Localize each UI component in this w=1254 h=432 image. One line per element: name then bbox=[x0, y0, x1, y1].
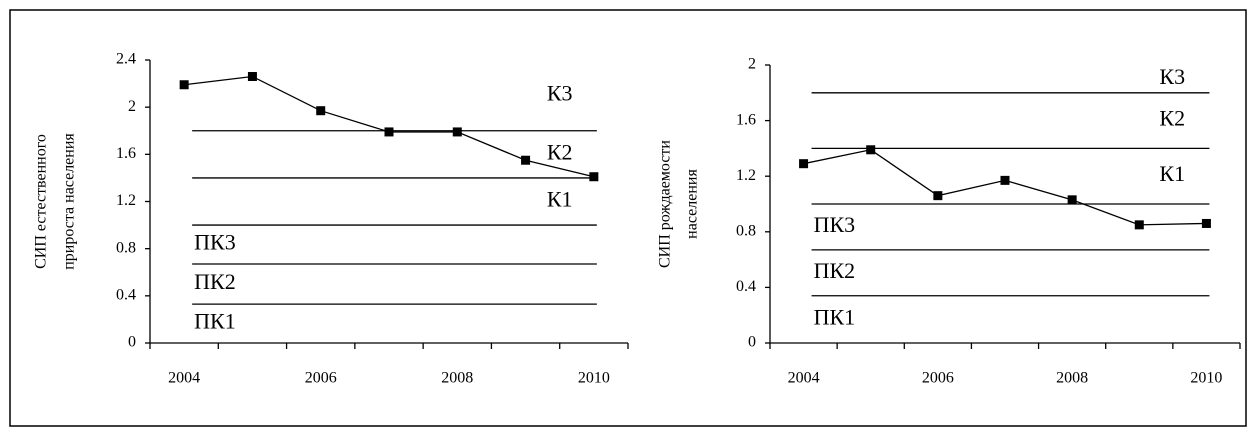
y-axis-label: прироста населения bbox=[61, 133, 78, 270]
data-point bbox=[384, 127, 394, 137]
y-tick-label: 0.8 bbox=[116, 239, 136, 256]
data-point bbox=[1067, 195, 1077, 205]
x-tick-label: 2008 bbox=[1056, 370, 1088, 387]
y-axis-label: населения bbox=[684, 169, 701, 239]
y-tick-label: 0.4 bbox=[736, 278, 756, 295]
y-tick-label: 2 bbox=[128, 98, 136, 115]
frame bbox=[9, 9, 1247, 427]
series-line bbox=[803, 149, 1207, 226]
zone-label: ПК2 bbox=[814, 258, 856, 283]
data-point bbox=[247, 72, 257, 82]
y-tick-label: 0 bbox=[128, 334, 136, 351]
y-tick-label: 0.8 bbox=[736, 222, 756, 239]
data-point bbox=[1134, 220, 1144, 230]
x-tick-label: 2004 bbox=[788, 370, 820, 387]
series-line bbox=[184, 75, 595, 178]
zone-label: К3 bbox=[1159, 64, 1185, 89]
y-tick-label: 1.2 bbox=[736, 167, 756, 184]
data-point bbox=[589, 172, 599, 182]
y-tick-label: 1.6 bbox=[116, 145, 136, 162]
y-axis-label: СИП естественного bbox=[33, 134, 50, 269]
zone-label: ПК2 bbox=[194, 269, 236, 294]
x-tick-label: 2010 bbox=[578, 370, 610, 387]
zone-label: К3 bbox=[547, 80, 573, 105]
x-tick-label: 2006 bbox=[922, 370, 954, 387]
x-tick-label: 2006 bbox=[305, 370, 337, 387]
y-axis-label: СИП рождаемости bbox=[657, 140, 674, 268]
data-point bbox=[521, 155, 531, 165]
data-point bbox=[1201, 218, 1211, 228]
data-point bbox=[1000, 175, 1010, 185]
zone-label: К1 bbox=[547, 187, 573, 212]
y-tick-label: 2 bbox=[748, 56, 756, 73]
y-tick-label: 1.2 bbox=[116, 192, 136, 209]
data-point bbox=[799, 159, 809, 169]
data-point bbox=[179, 80, 189, 90]
y-tick-label: 0.4 bbox=[116, 287, 136, 304]
data-point bbox=[933, 191, 943, 201]
zone-label: ПК3 bbox=[194, 230, 236, 255]
x-tick-label: 2004 bbox=[168, 370, 200, 387]
y-tick-label: 1.6 bbox=[736, 111, 756, 128]
zone-label: ПК3 bbox=[814, 212, 856, 237]
y-tick-label: 0 bbox=[748, 334, 756, 351]
zone-label: ПК1 bbox=[194, 309, 236, 334]
zone-label: К2 bbox=[547, 139, 573, 164]
zone-label: К1 bbox=[1159, 161, 1185, 186]
data-point bbox=[866, 145, 876, 155]
zone-label: ПК1 bbox=[814, 304, 856, 329]
x-tick-label: 2008 bbox=[441, 370, 473, 387]
zone-label: К2 bbox=[1159, 106, 1185, 131]
data-point bbox=[316, 106, 326, 116]
y-tick-label: 2.4 bbox=[116, 51, 136, 68]
data-point bbox=[452, 127, 462, 137]
x-tick-label: 2010 bbox=[1190, 370, 1222, 387]
